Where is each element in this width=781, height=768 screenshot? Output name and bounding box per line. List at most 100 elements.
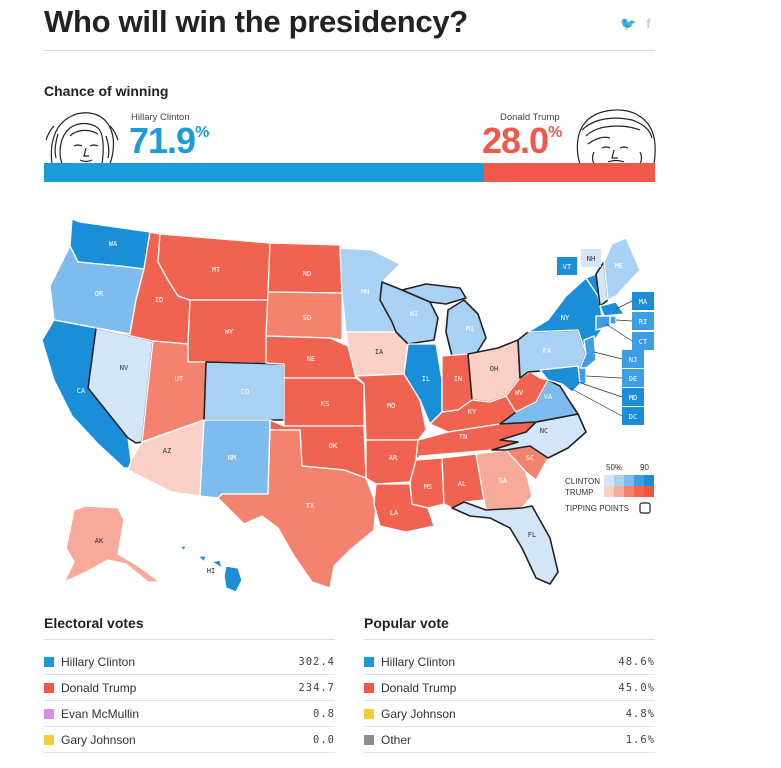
legend-clinton-swatch bbox=[624, 475, 634, 486]
state-ks[interactable] bbox=[283, 377, 365, 427]
state-label-sc: SC bbox=[526, 454, 534, 462]
ma-label-box[interactable] bbox=[632, 292, 654, 310]
legend-low-label: 50% bbox=[606, 463, 622, 472]
candidate-value: 0.8 bbox=[313, 707, 335, 720]
state-label-co: CO bbox=[241, 388, 249, 396]
candidate-swatch bbox=[364, 708, 374, 719]
candidate-name: Other bbox=[381, 732, 412, 747]
candidate-name: Evan McMullin bbox=[61, 706, 140, 721]
popular-heading: Popular vote bbox=[364, 615, 449, 631]
table-row: Gary Johnson 0.0 bbox=[44, 727, 335, 753]
state-label-nc: NC bbox=[540, 427, 548, 435]
state-label-ny: NY bbox=[561, 314, 570, 322]
state-fl[interactable] bbox=[451, 501, 559, 585]
legend-tipping-label: TIPPING POINTS bbox=[565, 504, 629, 513]
candidate-value: 234.7 bbox=[298, 681, 335, 694]
candidate-swatch bbox=[44, 656, 54, 667]
candidate-swatch bbox=[364, 734, 374, 745]
table-row: Evan McMullin 0.8 bbox=[44, 701, 335, 727]
state-tx[interactable] bbox=[217, 429, 377, 589]
state-label-vt: VT bbox=[563, 263, 572, 271]
ri-label-box[interactable] bbox=[632, 312, 654, 330]
state-label-ak: AK bbox=[95, 537, 104, 545]
legend-trump-swatch bbox=[614, 486, 624, 497]
facebook-icon[interactable]: f bbox=[646, 16, 651, 31]
state-hi[interactable] bbox=[179, 545, 243, 593]
state-label-md: MD bbox=[629, 394, 637, 402]
state-label-wy: WY bbox=[225, 328, 234, 336]
vt-label-box[interactable] bbox=[557, 257, 577, 275]
state-ri[interactable] bbox=[609, 315, 617, 325]
legend-trump-swatch bbox=[634, 486, 644, 497]
state-label-ga: GA bbox=[499, 477, 508, 485]
state-label-hi: HI bbox=[207, 567, 215, 575]
state-label-ct: CT bbox=[639, 338, 648, 346]
state-label-nm: NM bbox=[228, 454, 236, 462]
state-label-wa: WA bbox=[109, 240, 118, 248]
state-label-il: IL bbox=[422, 375, 430, 383]
candidate-swatch bbox=[44, 708, 54, 719]
state-label-pa: PA bbox=[543, 347, 552, 355]
state-nd[interactable] bbox=[267, 242, 343, 294]
state-label-ks: KS bbox=[321, 400, 329, 408]
candidate-name: Gary Johnson bbox=[381, 706, 456, 721]
candidate-name: Donald Trump bbox=[61, 680, 137, 695]
state-sd[interactable] bbox=[265, 291, 343, 341]
state-mi[interactable] bbox=[445, 299, 487, 357]
state-me[interactable] bbox=[603, 237, 641, 301]
candidate-name: Gary Johnson bbox=[61, 732, 136, 747]
state-ny[interactable] bbox=[527, 277, 605, 355]
candidate-name: Hillary Clinton bbox=[381, 654, 456, 669]
legend-trump-swatch bbox=[604, 486, 614, 497]
state-label-ut: UT bbox=[175, 375, 184, 383]
state-label-az: AZ bbox=[163, 447, 171, 455]
state-label-wv: WV bbox=[515, 389, 524, 397]
state-label-ok: OK bbox=[329, 442, 338, 450]
state-label-mt: MT bbox=[212, 266, 221, 274]
candidate-value: 302.4 bbox=[298, 655, 335, 668]
dc-label-box[interactable] bbox=[622, 407, 644, 425]
candidate-swatch bbox=[364, 656, 374, 667]
state-ar[interactable] bbox=[365, 439, 419, 485]
state-label-ms: MS bbox=[424, 483, 432, 491]
state-nc[interactable] bbox=[491, 413, 587, 459]
candidate-value: 4.8% bbox=[625, 707, 655, 720]
twitter-icon[interactable]: 🐦 bbox=[620, 16, 637, 31]
de-label-box[interactable] bbox=[622, 369, 644, 387]
popular-divider bbox=[364, 639, 655, 640]
legend-clinton-swatch bbox=[604, 475, 614, 486]
table-row: Donald Trump 45.0% bbox=[364, 675, 655, 701]
legend-trump-label: TRUMP bbox=[565, 488, 593, 497]
state-mi-upper[interactable] bbox=[401, 283, 467, 305]
state-label-ne: NE bbox=[307, 355, 315, 363]
candidate-value: 48.6% bbox=[618, 655, 655, 668]
state-ak[interactable] bbox=[63, 505, 161, 583]
electoral-heading: Electoral votes bbox=[44, 615, 144, 631]
ct-label-box[interactable] bbox=[632, 332, 654, 350]
trump-portrait-icon bbox=[576, 109, 656, 164]
table-row: Hillary Clinton 48.6% bbox=[364, 649, 655, 675]
map-legend: 50% 90 CLINTON TRUMP TIPPING POINTS bbox=[565, 463, 654, 514]
state-ct[interactable] bbox=[595, 315, 611, 331]
state-md[interactable] bbox=[539, 365, 581, 393]
legend-clinton-swatch bbox=[634, 475, 644, 486]
state-label-mi: MI bbox=[466, 325, 474, 333]
table-row: Gary Johnson 4.8% bbox=[364, 701, 655, 727]
state-label-nh: NH bbox=[587, 255, 595, 263]
nh-label-box[interactable] bbox=[581, 249, 601, 267]
legend-trump-swatch bbox=[644, 486, 654, 497]
state-label-tx: TX bbox=[306, 502, 315, 510]
clinton-win-probability: 71.9% bbox=[129, 120, 209, 161]
state-ma[interactable] bbox=[599, 301, 625, 317]
win-probability-bar bbox=[44, 163, 655, 182]
state-label-mn: MN bbox=[361, 288, 369, 296]
us-electoral-map: WA OR CA NV ID MT WY UT AZ CO NM ND SD NE KS OK TX MN IA MO… bbox=[41, 218, 654, 593]
state-label-ia: IA bbox=[375, 348, 384, 356]
state-label-nd: ND bbox=[303, 270, 311, 278]
nj-label-box[interactable] bbox=[622, 350, 644, 368]
md-label-box[interactable] bbox=[622, 388, 644, 406]
legend-clinton-swatch bbox=[644, 475, 654, 486]
state-label-tn: TN bbox=[459, 433, 467, 441]
share-links: 🐦 f bbox=[620, 16, 651, 32]
state-label-me: ME bbox=[615, 262, 623, 270]
